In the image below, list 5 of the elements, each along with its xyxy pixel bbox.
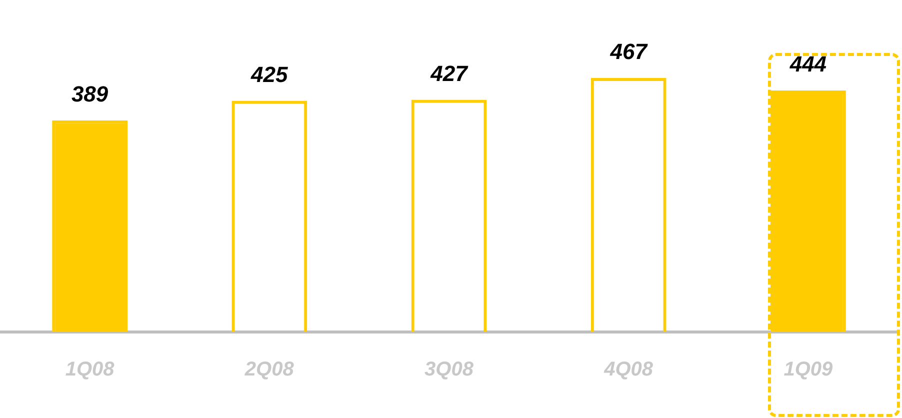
data-label: 444: [788, 52, 827, 77]
data-label: 467: [609, 39, 649, 64]
data-label: 425: [250, 62, 289, 87]
data-label: 427: [430, 60, 470, 86]
data-label: 389: [71, 81, 109, 106]
